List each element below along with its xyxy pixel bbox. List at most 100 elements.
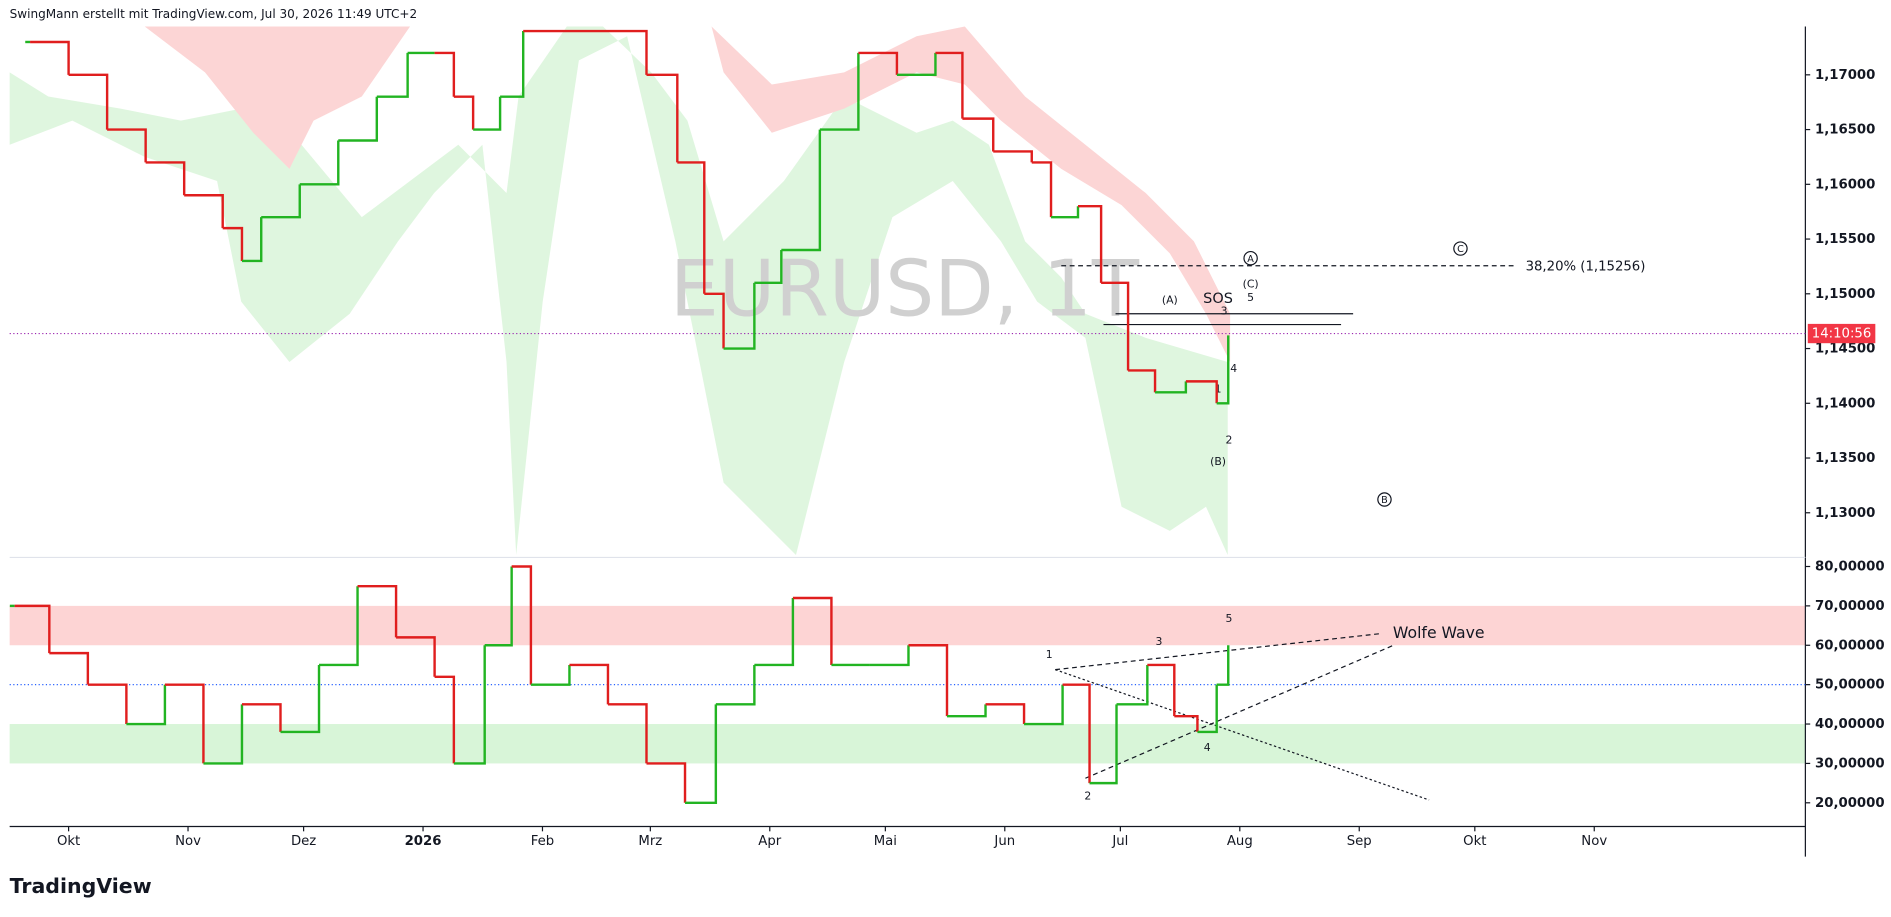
cloud-red	[144, 26, 411, 169]
price-step	[993, 150, 1033, 163]
band	[9, 605, 1806, 646]
price-step	[530, 664, 571, 686]
wave-label: (A)	[1162, 293, 1178, 306]
x-tick-label: Apr	[758, 834, 781, 849]
price-step	[1216, 335, 1230, 405]
price-step	[1147, 663, 1176, 717]
price-step	[685, 704, 718, 805]
y-tick-label: 1,15500	[1815, 232, 1875, 247]
price-step	[1128, 369, 1157, 393]
wave-label: 5	[1225, 612, 1232, 625]
wave-label: B	[1381, 495, 1388, 506]
wave-label: (B)	[1210, 455, 1226, 468]
wave-label: 1	[1215, 383, 1222, 396]
wave-circle	[1453, 241, 1468, 256]
logo: TradingView	[10, 874, 152, 898]
header: SwingMann erstellt mit TradingView.com, …	[10, 7, 417, 21]
wolfe-line	[1055, 669, 1430, 801]
x-tick-label: Mrz	[638, 834, 662, 849]
wave-label: 1	[1046, 648, 1053, 661]
price-step	[434, 675, 456, 764]
price-step	[241, 703, 282, 732]
wave-circle	[1377, 492, 1392, 507]
wave-circle	[1243, 250, 1258, 266]
price-step	[1185, 380, 1218, 404]
price-step	[280, 664, 321, 734]
y-tick-label: 1,14000	[1815, 396, 1875, 411]
watermark: EURUSD, 1T	[670, 244, 1140, 334]
price-step	[523, 29, 648, 75]
price-step	[30, 40, 70, 75]
price-step	[87, 683, 128, 725]
price-step	[704, 292, 725, 349]
y-tick-label: 1,14500	[1815, 342, 1875, 357]
price-step	[792, 596, 833, 665]
price-step	[869, 645, 910, 667]
price-step	[896, 52, 937, 77]
price-step	[453, 95, 475, 130]
y-tick-label: 80,00000	[1815, 559, 1885, 574]
price-step	[962, 117, 995, 152]
price-step	[715, 664, 756, 706]
y-tick-label: 70,00000	[1815, 599, 1885, 614]
price-step	[357, 584, 398, 638]
x-tick-label: 2026	[405, 834, 442, 849]
wolfe-line	[1055, 632, 1383, 671]
price-step	[299, 140, 340, 186]
wave-label: 3	[1221, 304, 1228, 317]
price-step	[396, 636, 436, 677]
y-tick-label: 1,15000	[1815, 287, 1875, 302]
price-step	[935, 51, 964, 119]
price-step	[819, 52, 860, 131]
y-tick-label: 40,00000	[1815, 717, 1885, 732]
x-tick-label: Dez	[291, 834, 316, 849]
price-tag	[1807, 323, 1876, 344]
y-tick-label: 20,00000	[1815, 796, 1885, 811]
price-step	[511, 565, 533, 685]
y-tick-label: 30,00000	[1815, 756, 1885, 771]
x-tick-label: Sep	[1347, 834, 1372, 849]
annotation: SOS	[1203, 291, 1233, 307]
price-step	[484, 566, 513, 647]
y-tick-label: 60,00000	[1815, 638, 1885, 653]
price-step	[677, 161, 706, 294]
price-step	[241, 217, 263, 263]
price-step	[434, 51, 456, 97]
wave-label: 4	[1204, 741, 1211, 754]
price-step	[781, 129, 822, 252]
annotation: Wolfe Wave	[1393, 623, 1485, 642]
price-step	[754, 598, 795, 667]
y-tick-label: 1,17000	[1815, 68, 1875, 83]
price-step	[754, 250, 783, 285]
price-step	[145, 161, 186, 196]
price-step	[338, 96, 379, 142]
x-tick-label: Feb	[531, 834, 554, 849]
price-step	[646, 73, 679, 163]
y-tick-label: 50,00000	[1815, 678, 1885, 693]
price-step	[500, 31, 525, 98]
price-step	[164, 683, 205, 764]
price-step	[107, 128, 147, 163]
price-step	[1089, 704, 1118, 785]
price-step	[473, 96, 502, 131]
wolfe-line	[1085, 644, 1394, 779]
price-step	[1197, 684, 1218, 734]
wave-label: 5	[1247, 291, 1254, 304]
price-step	[261, 184, 301, 219]
price-step	[947, 704, 987, 718]
price-step	[1101, 281, 1130, 371]
price-step	[1062, 683, 1091, 784]
price-step	[453, 645, 486, 765]
wave-label: C	[1457, 244, 1464, 255]
price-step	[1077, 205, 1103, 283]
cloud-green	[9, 26, 1228, 556]
price-step	[1155, 381, 1188, 394]
price-step	[985, 703, 1026, 725]
y-tick-label: 1,13500	[1815, 451, 1875, 466]
y-tick-label: 1,13000	[1815, 506, 1875, 521]
wave-label: 4	[1230, 362, 1237, 375]
price-step	[1024, 684, 1064, 726]
wave-label: 2	[1084, 789, 1091, 802]
